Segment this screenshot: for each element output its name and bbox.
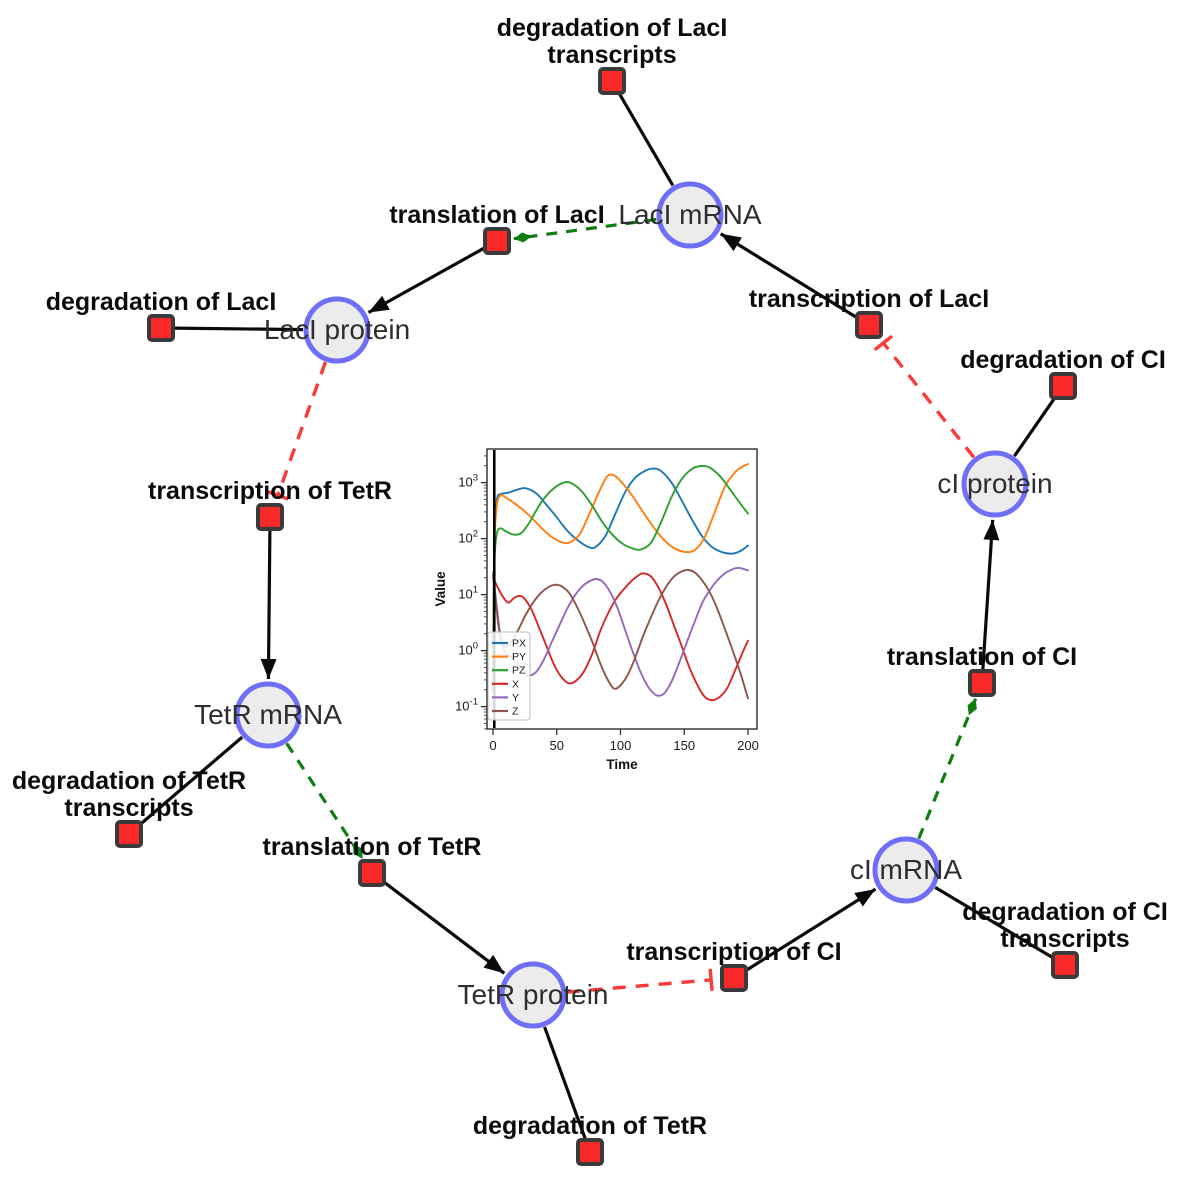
series-X — [492, 572, 749, 702]
reaction-node-deg_tetR[interactable] — [576, 1138, 604, 1166]
series-Z — [492, 569, 749, 700]
edge-reactant-cI_mRNA-deg_cI_tx — [934, 886, 1055, 960]
reaction-label-transl_cI: translation of CI — [887, 643, 1077, 671]
edge-catalysis-cI_mRNA-transl_cI — [917, 698, 978, 840]
y-tick-label: 100 — [458, 641, 478, 658]
edge-product-transl_tetR-tetR_protein — [381, 879, 506, 975]
species-label-cI_mRNA: cI mRNA — [850, 854, 962, 885]
reaction-node-deg_lacI[interactable] — [147, 314, 175, 342]
reaction-node-deg_cI[interactable] — [1049, 372, 1077, 400]
x-axis-label: Time — [606, 757, 638, 772]
y-tick-label: 10-1 — [455, 697, 478, 714]
chart-frame — [486, 448, 758, 730]
edge-reactant-cI_protein-deg_cI — [1013, 395, 1057, 458]
x-tick-label: 0 — [489, 738, 496, 753]
edge-inhibition-cI_protein-txn_lacI — [873, 334, 976, 459]
reaction-node-txn_cI[interactable] — [720, 964, 748, 992]
reaction-label-transl_tetR: translation of TetR — [263, 833, 482, 861]
species-node-tetR_mRNA[interactable] — [234, 681, 302, 749]
species-label-tetR_protein: TetR protein — [458, 979, 609, 1010]
reaction-node-deg_lacI_tx[interactable] — [598, 67, 626, 95]
y-tick-label: 102 — [458, 529, 478, 546]
y-tick-label: 103 — [458, 473, 478, 490]
legend-label-X: X — [512, 678, 519, 690]
edge-catalysis-lacI_mRNA-transl_lacI — [513, 217, 657, 243]
reaction-node-transl_cI[interactable] — [968, 669, 996, 697]
labels-layer: degradation of LacI transcripts translatio… — [12, 14, 1168, 1140]
species-node-tetR_protein[interactable] — [499, 961, 567, 1029]
edges-layer — [137, 91, 1057, 1141]
edge-reactant-tetR_protein-deg_tetR — [543, 1026, 588, 1141]
species-node-lacI_mRNA[interactable] — [656, 181, 724, 249]
reaction-node-transl_tetR[interactable] — [358, 859, 386, 887]
y-tick-label: 101 — [458, 585, 478, 602]
edge-catalysis-tetR_mRNA-transl_tetR — [285, 742, 365, 860]
edge-product-txn_cI-cI_mRNA — [744, 887, 877, 973]
series-PX — [492, 467, 749, 691]
species-node-lacI_protein[interactable] — [303, 296, 371, 364]
edge-reactant-tetR_mRNA-deg_tetR_tx — [137, 735, 244, 827]
reaction-node-deg_tetR_tx[interactable] — [115, 820, 143, 848]
reaction-node-deg_cI_tx[interactable] — [1051, 951, 1079, 979]
reaction-node-txn_lacI[interactable] — [855, 311, 883, 339]
legend-label-Z: Z — [512, 706, 519, 718]
reaction-node-transl_lacI[interactable] — [483, 227, 511, 255]
edge-reactant-lacI_protein-deg_lacI — [173, 326, 304, 332]
reaction-label-transl_lacI: translation of LacI — [389, 201, 604, 229]
x-tick-label: 100 — [610, 738, 632, 753]
species-label-cI_protein: cI protein — [937, 468, 1052, 499]
reaction-node-txn_tetR[interactable] — [256, 503, 284, 531]
edge-inhibition-lacI_protein-txn_tetR — [266, 361, 328, 501]
species-node-cI_mRNA[interactable] — [872, 836, 940, 904]
reaction-label-txn_lacI: transcription of LacI — [749, 285, 989, 313]
species-label-tetR_mRNA: TetR mRNA — [194, 699, 342, 730]
series-PZ — [492, 464, 749, 691]
reaction-label-deg_cI: degradation of CI — [960, 346, 1166, 374]
reaction-label-deg_cI_tx: degradation of CI transcripts — [962, 898, 1168, 953]
nodes-layer — [115, 67, 1079, 1166]
edge-product-txn_tetR-tetR_mRNA — [260, 529, 277, 680]
x-tick-label: 50 — [550, 738, 564, 753]
species-label-lacI_protein: LacI protein — [264, 314, 410, 345]
reaction-label-txn_tetR: transcription of TetR — [148, 477, 392, 505]
reaction-label-deg_lacI_tx: degradation of LacI transcripts — [497, 14, 728, 69]
x-tick-label: 200 — [737, 738, 759, 753]
x-tick-label: 150 — [673, 738, 695, 753]
legend-label-PZ: PZ — [512, 665, 526, 677]
edge-inhibition-tetR_protein-txn_cI — [566, 968, 714, 994]
legend-label-PX: PX — [512, 638, 526, 650]
reaction-label-deg_tetR_tx: degradation of TetR transcripts — [12, 767, 246, 822]
reaction-label-txn_cI: transcription of CI — [626, 938, 841, 966]
edge-product-transl_lacI-lacI_protein — [367, 245, 487, 314]
legend-label-Y: Y — [512, 692, 519, 704]
reaction-label-deg_tetR: degradation of TetR — [473, 1112, 707, 1140]
y-axis-label: Value — [433, 571, 448, 607]
edge-reactant-lacI_mRNA-deg_lacI_tx — [617, 91, 675, 187]
species-label-lacI_mRNA: LacI mRNA — [618, 199, 761, 230]
legend-label-PY: PY — [512, 651, 526, 663]
series-PY — [492, 463, 749, 691]
species-node-cI_protein[interactable] — [961, 450, 1029, 518]
edge-product-txn_lacI-lacI_mRNA — [719, 232, 859, 320]
reaction-label-deg_lacI: degradation of LacI — [46, 288, 277, 316]
edge-product-transl_cI-cI_protein — [981, 519, 1000, 671]
